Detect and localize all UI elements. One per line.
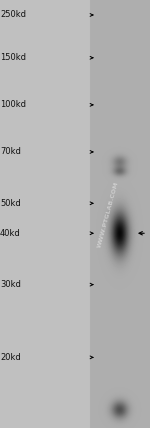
Text: WWW.PTGLAB.COM: WWW.PTGLAB.COM <box>97 180 119 248</box>
Text: 40kd: 40kd <box>0 229 21 238</box>
Text: 70kd: 70kd <box>0 147 21 157</box>
FancyBboxPatch shape <box>90 0 150 428</box>
Text: 20kd: 20kd <box>0 353 21 362</box>
Text: 250kd: 250kd <box>0 10 26 20</box>
Text: 100kd: 100kd <box>0 100 26 110</box>
Text: 30kd: 30kd <box>0 280 21 289</box>
Text: 150kd: 150kd <box>0 53 26 62</box>
Text: 50kd: 50kd <box>0 199 21 208</box>
